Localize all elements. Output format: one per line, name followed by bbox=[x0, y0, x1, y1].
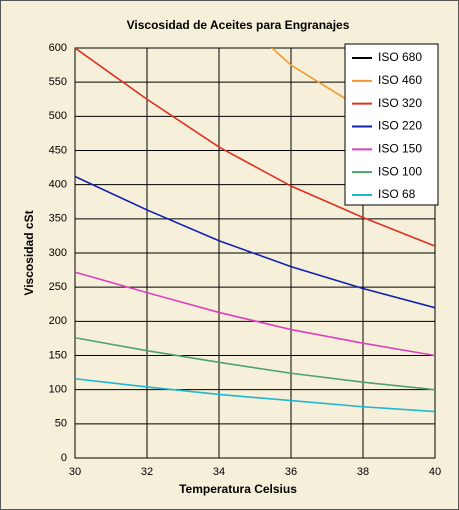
x-tick-label: 36 bbox=[285, 466, 297, 478]
series-line bbox=[75, 271, 435, 357]
legend-label: ISO 320 bbox=[378, 96, 422, 110]
y-tick-label: 150 bbox=[49, 349, 67, 361]
y-tick-label: 50 bbox=[55, 418, 67, 430]
plot-frame bbox=[74, 47, 436, 459]
legend-label: ISO 150 bbox=[378, 142, 422, 156]
x-axis-label: Temperatura Celsius bbox=[179, 482, 297, 496]
legend-label: ISO 220 bbox=[378, 119, 422, 133]
x-tick-label: 34 bbox=[213, 466, 225, 478]
x-tick-label: 32 bbox=[141, 466, 153, 478]
legend-label: ISO 68 bbox=[378, 187, 416, 201]
y-tick-label: 0 bbox=[61, 452, 67, 464]
legend-label: ISO 460 bbox=[378, 73, 422, 87]
series-line bbox=[75, 336, 435, 391]
y-tick-label: 200 bbox=[49, 315, 67, 327]
y-tick-label: 100 bbox=[49, 384, 67, 396]
legend-label: ISO 100 bbox=[378, 164, 422, 178]
y-tick-label: 450 bbox=[49, 144, 67, 156]
series-line bbox=[75, 175, 435, 309]
y-tick-label: 550 bbox=[49, 76, 67, 88]
x-tick-label: 38 bbox=[357, 466, 369, 478]
y-tick-label: 300 bbox=[49, 247, 67, 259]
legend-label: ISO 680 bbox=[378, 50, 422, 64]
y-tick-label: 350 bbox=[49, 213, 67, 225]
series-line bbox=[75, 48, 435, 247]
y-tick-label: 600 bbox=[49, 42, 67, 54]
y-tick-label: 400 bbox=[49, 179, 67, 191]
y-tick-label: 500 bbox=[49, 110, 67, 122]
y-axis-label: Viscosidad cSt bbox=[22, 210, 36, 295]
legend-box bbox=[344, 43, 439, 206]
y-tick-label: 250 bbox=[49, 281, 67, 293]
x-tick-label: 40 bbox=[429, 466, 441, 478]
chart-title: Viscosidad de Aceites para Engranajes bbox=[127, 18, 350, 32]
series-line bbox=[75, 377, 435, 413]
x-tick-label: 30 bbox=[69, 466, 81, 478]
